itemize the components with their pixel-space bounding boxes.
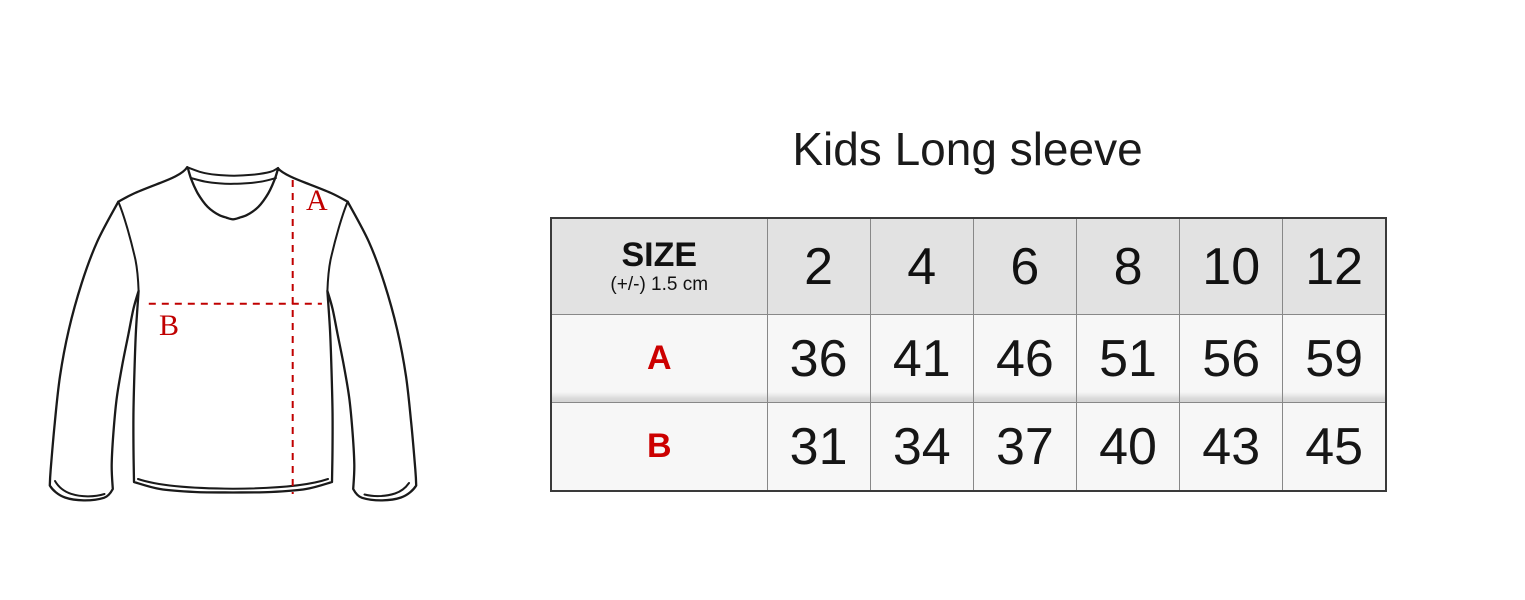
svg-text:B: B — [159, 309, 179, 342]
svg-text:A: A — [306, 184, 328, 217]
